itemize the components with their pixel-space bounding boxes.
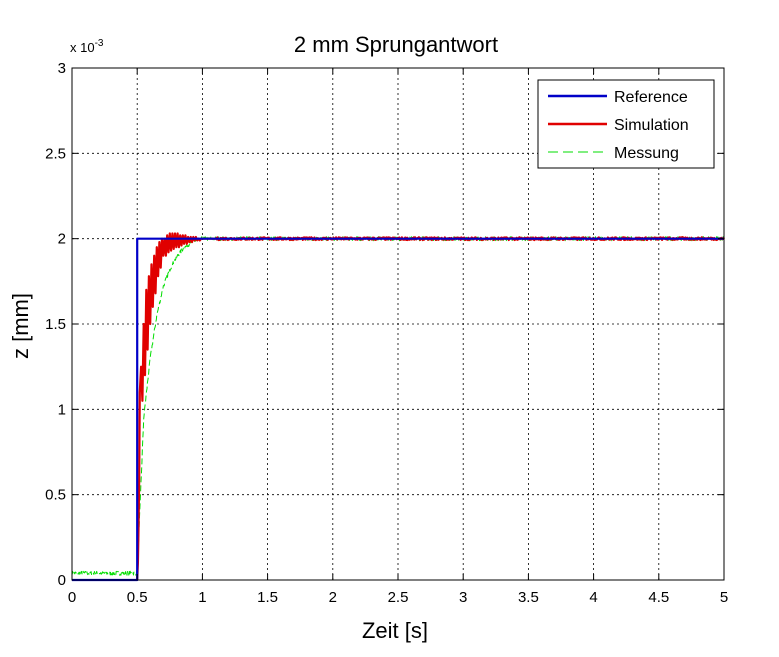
x-tick-label: 2.5: [388, 589, 409, 606]
x-tick-label: 2: [329, 589, 337, 606]
x-tick-label: 0: [68, 589, 76, 606]
y-axis-multiplier-exponent: -3: [95, 38, 104, 49]
y-tick-label: 3: [58, 60, 66, 77]
y-tick-label: 2: [58, 231, 66, 248]
x-axis-label: Zeit [s]: [362, 618, 428, 643]
series-messung-line: [71, 236, 725, 576]
y-axis-multiplier: x 10-3: [70, 38, 104, 55]
chart-title: 2 mm Sprungantwort: [294, 32, 498, 57]
x-tick-label: 4.5: [648, 589, 669, 606]
x-tick-label: 4: [589, 589, 597, 606]
y-tick-label: 2.5: [45, 145, 66, 162]
y-tick-label: 1.5: [45, 316, 66, 333]
axis-ticks: 0 0.5 1 1.5 2 2.5 3 3.5 4 4.5 5 0 0.5 1 1.5 2 2.5 3: [45, 60, 728, 606]
legend-label-reference: Reference: [614, 89, 688, 106]
series-simulation-line: [136, 232, 725, 581]
x-tick-label: 3.5: [518, 589, 539, 606]
x-tick-label: 5: [720, 589, 728, 606]
x-tick-label: 3: [459, 589, 467, 606]
legend: Reference Simulation Messung: [537, 79, 715, 169]
x-tick-label: 1.5: [257, 589, 278, 606]
y-axis-label: z [mm]: [8, 293, 33, 359]
y-axis-multiplier-base: x 10: [70, 40, 95, 55]
x-tick-label: 1: [198, 589, 206, 606]
legend-label-messung: Messung: [614, 145, 679, 162]
y-tick-label: 0: [58, 572, 66, 589]
legend-label-simulation: Simulation: [614, 117, 689, 134]
x-tick-label: 0.5: [127, 589, 148, 606]
y-tick-label: 0.5: [45, 487, 66, 504]
legend-box: [537, 79, 715, 169]
y-tick-label: 1: [58, 401, 66, 418]
